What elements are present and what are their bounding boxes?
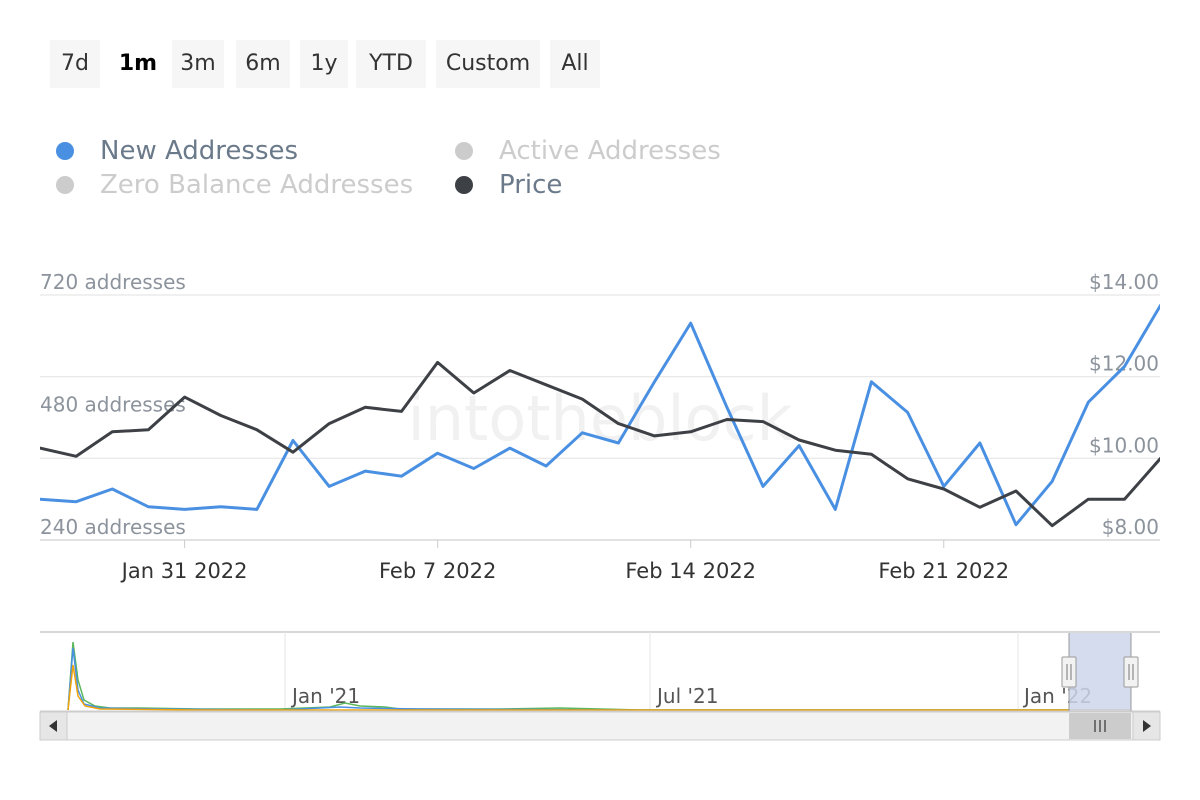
series-lines — [40, 303, 1160, 528]
x-axis: Jan 31 2022 Feb 7 2022 Feb 14 2022 Feb 21 2… — [40, 539, 1160, 583]
navigator-series-line — [67, 641, 1130, 711]
y-left-tick-label: 720 addresses — [40, 270, 186, 294]
y-right-tick-label: $10.00 — [1089, 433, 1159, 457]
legend-dot-icon — [56, 176, 74, 194]
y-right-tick-label: $8.00 — [1102, 515, 1159, 539]
y-right-axis: $8.00 $10.00 $12.00 $14.00 — [1089, 270, 1159, 539]
scrollbar-track[interactable] — [39, 711, 1161, 741]
legend-dot-icon — [455, 176, 473, 194]
x-tick-label: Feb 21 2022 — [878, 559, 1009, 583]
range-1y-button[interactable]: 1y — [300, 40, 348, 88]
range-6m-button[interactable]: 6m — [236, 40, 290, 88]
legend-label: New Addresses — [100, 136, 299, 166]
navigator-right-handle[interactable] — [1123, 656, 1139, 688]
range-ytd-button[interactable]: YTD — [356, 40, 426, 88]
arrow-left-icon — [49, 720, 57, 732]
scrollbar — [39, 711, 1161, 741]
range-3m-button[interactable]: 3m — [172, 40, 224, 88]
range-1m-button[interactable]: 1m — [110, 40, 166, 88]
scrollbar-right-arrow-button[interactable] — [1132, 711, 1161, 741]
legend-label: Price — [499, 170, 563, 200]
legend-label: Zero Balance Addresses — [100, 170, 414, 200]
x-tick-label: Feb 14 2022 — [625, 559, 756, 583]
legend-dot-icon — [455, 142, 473, 160]
x-tick-label: Feb 7 2022 — [379, 559, 496, 583]
navigator-selection-mask[interactable] — [1069, 633, 1131, 711]
scrollbar-thumb[interactable] — [1069, 713, 1131, 739]
range-all-button[interactable]: All — [550, 40, 600, 88]
y-right-tick-label: $14.00 — [1089, 270, 1159, 294]
x-tick-label: Jan 31 2022 — [120, 559, 248, 583]
scrollbar-left-arrow-button[interactable] — [39, 711, 68, 741]
series-line-price — [40, 360, 1160, 528]
navigator-tick-label: Jul '21 — [655, 684, 718, 708]
y-left-tick-label: 480 addresses — [40, 393, 186, 417]
legend-label: Active Addresses — [499, 136, 721, 166]
range-custom-button[interactable]: Custom — [436, 40, 540, 88]
y-right-tick-label: $12.00 — [1089, 352, 1159, 376]
series-line-new-addresses — [40, 303, 1160, 527]
y-left-axis: 240 addresses 480 addresses 720 addresses — [40, 270, 186, 539]
navigator-left-handle[interactable] — [1061, 656, 1077, 688]
arrow-right-icon — [1143, 720, 1151, 732]
navigator-series-line — [67, 664, 1130, 711]
range-7d-button[interactable]: 7d — [50, 40, 100, 88]
y-left-tick-label: 240 addresses — [40, 515, 186, 539]
legend-dot-icon — [56, 142, 74, 160]
navigator-series-line — [67, 647, 1130, 711]
navigator: Jan '21 Jul '21 Jan '22 — [40, 631, 1160, 712]
